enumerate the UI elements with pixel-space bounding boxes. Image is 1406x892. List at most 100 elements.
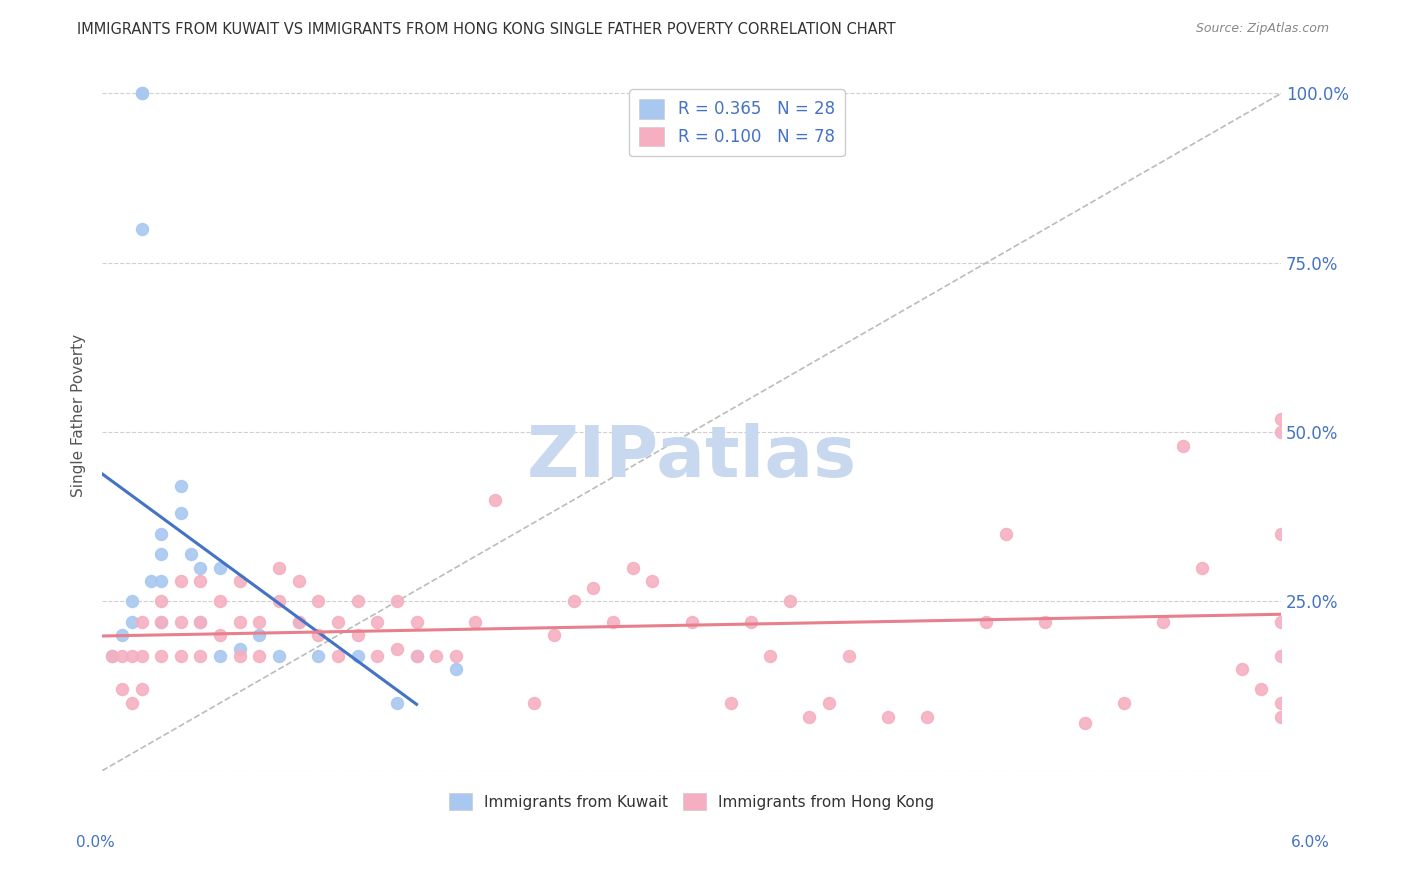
Point bbox=[326, 648, 349, 663]
Y-axis label: Single Father Poverty: Single Father Poverty bbox=[72, 334, 86, 497]
Point bbox=[121, 696, 143, 710]
Point bbox=[1112, 696, 1135, 710]
Point bbox=[101, 648, 124, 663]
Point bbox=[405, 615, 427, 629]
Point bbox=[484, 492, 506, 507]
Point bbox=[346, 628, 368, 642]
Point bbox=[366, 648, 388, 663]
Point bbox=[543, 628, 565, 642]
Point bbox=[150, 574, 173, 588]
Point bbox=[1073, 716, 1095, 731]
Point bbox=[150, 594, 173, 608]
Point bbox=[229, 574, 252, 588]
Point bbox=[150, 615, 173, 629]
Point bbox=[170, 615, 193, 629]
Point bbox=[131, 87, 153, 101]
Point bbox=[1270, 425, 1292, 439]
Point bbox=[366, 615, 388, 629]
Text: IMMIGRANTS FROM KUWAIT VS IMMIGRANTS FROM HONG KONG SINGLE FATHER POVERTY CORREL: IMMIGRANTS FROM KUWAIT VS IMMIGRANTS FRO… bbox=[77, 22, 896, 37]
Text: 6.0%: 6.0% bbox=[1291, 836, 1330, 850]
Point bbox=[877, 709, 900, 723]
Point bbox=[779, 594, 801, 608]
Point bbox=[346, 648, 368, 663]
Point bbox=[326, 615, 349, 629]
Point bbox=[131, 222, 153, 236]
Point bbox=[720, 696, 742, 710]
Point bbox=[464, 615, 486, 629]
Point bbox=[287, 615, 309, 629]
Point bbox=[385, 696, 408, 710]
Point bbox=[111, 682, 134, 697]
Point bbox=[229, 648, 252, 663]
Point bbox=[1250, 682, 1272, 697]
Point bbox=[150, 648, 173, 663]
Point bbox=[141, 574, 163, 588]
Point bbox=[1171, 439, 1194, 453]
Point bbox=[150, 526, 173, 541]
Point bbox=[131, 615, 153, 629]
Point bbox=[562, 594, 585, 608]
Point bbox=[602, 615, 624, 629]
Point bbox=[190, 615, 212, 629]
Point bbox=[1270, 615, 1292, 629]
Point bbox=[131, 648, 153, 663]
Point bbox=[346, 594, 368, 608]
Point bbox=[1230, 662, 1253, 676]
Point bbox=[444, 648, 467, 663]
Point bbox=[621, 560, 644, 574]
Point bbox=[1152, 615, 1174, 629]
Point bbox=[209, 648, 232, 663]
Point bbox=[994, 526, 1017, 541]
Point bbox=[681, 615, 703, 629]
Point bbox=[267, 594, 290, 608]
Point bbox=[190, 574, 212, 588]
Point bbox=[121, 648, 143, 663]
Point bbox=[1270, 709, 1292, 723]
Point bbox=[170, 574, 193, 588]
Text: 0.0%: 0.0% bbox=[76, 836, 115, 850]
Point bbox=[405, 648, 427, 663]
Point bbox=[287, 615, 309, 629]
Point bbox=[917, 709, 939, 723]
Point bbox=[229, 615, 252, 629]
Point bbox=[974, 615, 997, 629]
Point bbox=[111, 628, 134, 642]
Point bbox=[799, 709, 821, 723]
Point bbox=[267, 648, 290, 663]
Point bbox=[209, 560, 232, 574]
Point bbox=[385, 641, 408, 656]
Point bbox=[1033, 615, 1056, 629]
Point bbox=[111, 648, 134, 663]
Point bbox=[1270, 411, 1292, 425]
Point bbox=[287, 574, 309, 588]
Point bbox=[641, 574, 664, 588]
Point bbox=[267, 560, 290, 574]
Point bbox=[180, 547, 202, 561]
Point bbox=[209, 594, 232, 608]
Point bbox=[190, 648, 212, 663]
Point bbox=[405, 648, 427, 663]
Point bbox=[740, 615, 762, 629]
Point bbox=[131, 682, 153, 697]
Point bbox=[150, 547, 173, 561]
Point bbox=[1270, 526, 1292, 541]
Point bbox=[121, 615, 143, 629]
Point bbox=[150, 615, 173, 629]
Point bbox=[1191, 560, 1213, 574]
Point bbox=[190, 615, 212, 629]
Point bbox=[170, 648, 193, 663]
Point bbox=[307, 648, 329, 663]
Point bbox=[247, 628, 270, 642]
Point bbox=[170, 506, 193, 520]
Point bbox=[170, 479, 193, 493]
Point bbox=[247, 648, 270, 663]
Point bbox=[444, 662, 467, 676]
Point bbox=[582, 581, 605, 595]
Point bbox=[838, 648, 860, 663]
Point bbox=[1270, 696, 1292, 710]
Text: ZIPatlas: ZIPatlas bbox=[526, 424, 856, 492]
Point bbox=[121, 594, 143, 608]
Point bbox=[131, 87, 153, 101]
Point bbox=[307, 628, 329, 642]
Point bbox=[307, 594, 329, 608]
